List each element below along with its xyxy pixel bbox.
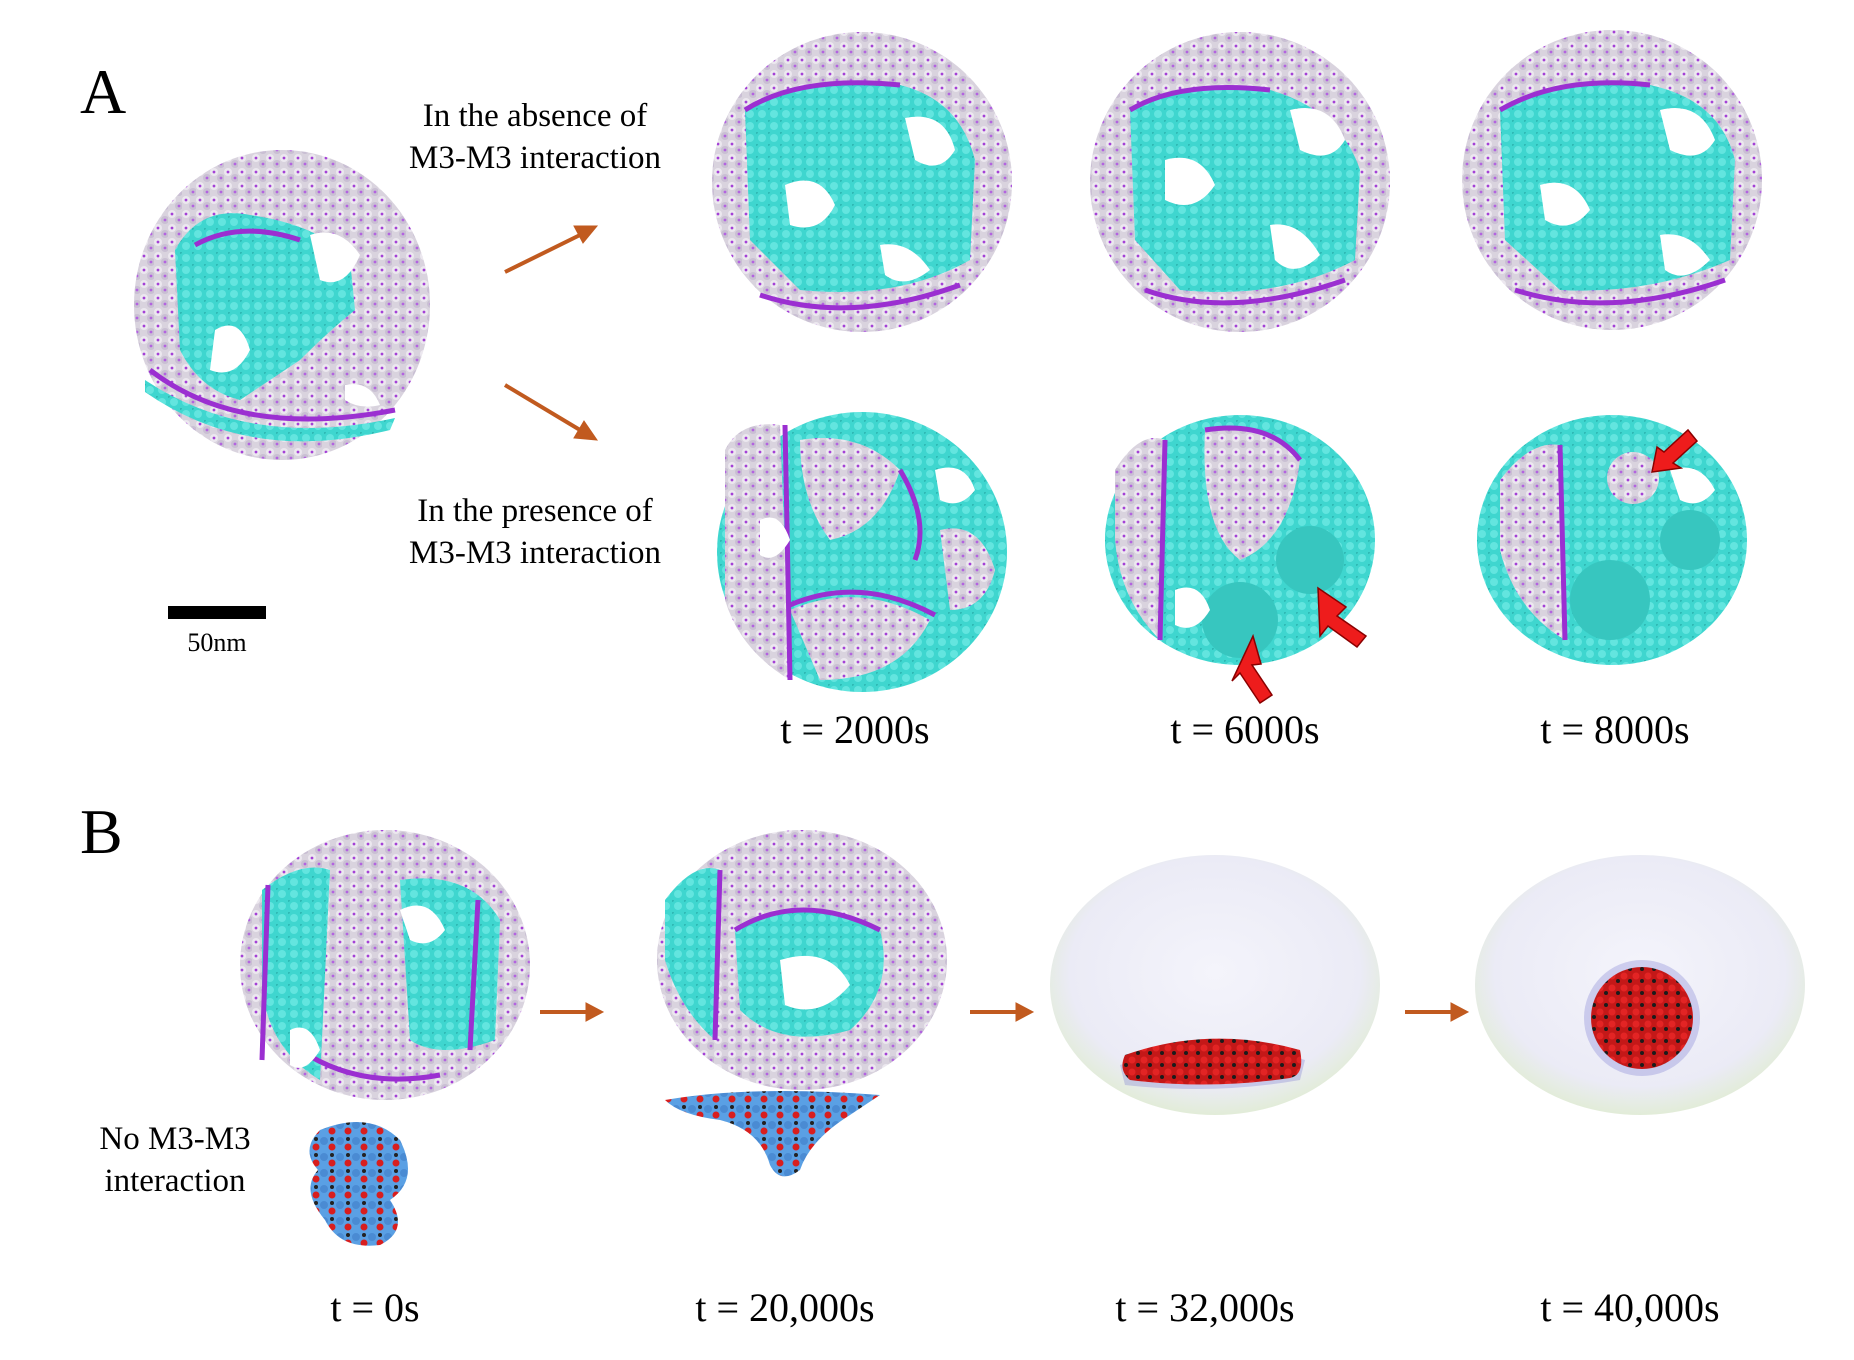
cell-b-20000 xyxy=(657,830,947,1177)
time-label-b-1: t = 0s xyxy=(330,1285,420,1330)
time-label-a-2: t = 6000s xyxy=(1170,707,1320,752)
cell-absent-6000 xyxy=(1090,32,1390,332)
arrow-right-icon xyxy=(503,225,599,441)
arrow-right-icon xyxy=(540,1002,1470,1022)
panel-label-a: A xyxy=(80,56,127,127)
cell-present-2000 xyxy=(717,412,1007,692)
cell-initial-a xyxy=(134,150,430,460)
cell-b-0 xyxy=(240,830,530,1246)
time-label-a-1: t = 2000s xyxy=(780,707,930,752)
time-label-b-3: t = 32,000s xyxy=(1115,1285,1295,1330)
cell-present-6000 xyxy=(1105,415,1375,665)
time-label-b-4: t = 40,000s xyxy=(1540,1285,1720,1330)
cell-absent-2000 xyxy=(712,32,1012,332)
cell-b-40000 xyxy=(1475,855,1805,1115)
cell-b-32000 xyxy=(1050,855,1380,1115)
caption-absent: In the absence of M3-M3 interaction xyxy=(408,98,662,176)
scale-bar-label: 50nm xyxy=(187,628,247,657)
panel-label-b: B xyxy=(80,796,123,867)
cell-absent-8000 xyxy=(1462,30,1762,330)
time-label-b-2: t = 20,000s xyxy=(695,1285,875,1330)
red-pointer-arrow-icon xyxy=(1231,428,1699,705)
scale-bar xyxy=(168,606,266,619)
cell-present-8000 xyxy=(1477,415,1747,665)
time-label-a-3: t = 8000s xyxy=(1540,707,1690,752)
caption-present: In the presence of M3-M3 interaction xyxy=(408,493,662,571)
caption-no-interaction: No M3-M3 interaction xyxy=(99,1121,251,1199)
